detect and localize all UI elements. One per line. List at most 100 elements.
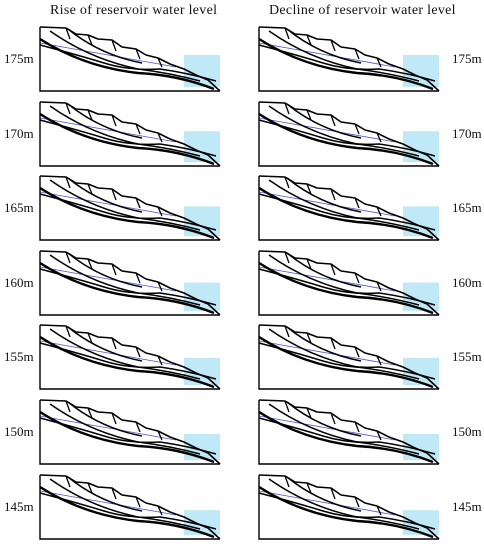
slip-surface	[258, 112, 434, 165]
slip-surface	[49, 254, 201, 306]
rise-level-label: 165m	[4, 200, 34, 216]
scarp-line	[330, 39, 336, 52]
scarp-line	[157, 430, 163, 441]
scarp-line	[376, 132, 382, 142]
slip-surface	[67, 103, 143, 139]
slip-surface	[39, 187, 215, 240]
decline-panel-150m	[257, 398, 440, 465]
scarp-line	[65, 475, 71, 487]
model-boundary	[39, 176, 220, 241]
scarp-line	[111, 114, 117, 126]
phreatic-line	[258, 117, 396, 142]
scarp-line	[157, 356, 163, 366]
scarp-line	[87, 333, 93, 344]
slip-surface	[67, 326, 143, 363]
rise-panel-170m	[38, 100, 221, 167]
slip-surface	[268, 254, 420, 306]
slip-surface	[286, 177, 362, 213]
slip-surface	[286, 28, 362, 64]
slip-surface	[268, 104, 420, 157]
decline-panel-160m	[257, 249, 440, 316]
model-boundary	[258, 101, 439, 167]
phreatic-line	[39, 42, 177, 68]
scarp-line	[376, 430, 382, 441]
decline-panel-165m	[257, 174, 440, 241]
slip-surface	[39, 112, 215, 165]
scarp-line	[135, 347, 141, 358]
scarp-line	[306, 183, 312, 195]
slip-surface	[39, 37, 215, 91]
slope-cross-section	[39, 175, 221, 241]
scarp-line	[111, 263, 117, 276]
slip-surface	[39, 336, 215, 389]
scarp-line	[284, 102, 290, 114]
rise-panel-160m	[38, 249, 221, 316]
scarp-line	[330, 338, 336, 350]
decline-panel-170m	[257, 100, 440, 167]
slip-surface	[39, 44, 217, 82]
decline-level-label: 150m	[452, 424, 482, 439]
slip-surface	[67, 476, 143, 512]
scarp-line	[330, 487, 336, 499]
phreatic-line	[258, 340, 396, 366]
decline-level-label: 175m	[452, 51, 482, 66]
model-boundary	[39, 101, 220, 167]
slip-surface	[67, 252, 143, 288]
scarp-line	[376, 57, 382, 68]
scarp-line	[157, 57, 163, 68]
slip-surface	[286, 326, 362, 363]
scarp-line	[354, 421, 360, 433]
scarp-line	[135, 123, 141, 134]
scarp-line	[135, 421, 141, 433]
scarp-line	[284, 251, 290, 264]
slip-surface	[258, 342, 436, 381]
scarp-line	[330, 114, 336, 126]
slip-surface	[39, 410, 215, 464]
slip-surface	[49, 30, 201, 82]
slope-cross-section	[39, 249, 221, 316]
slip-surface	[258, 261, 434, 314]
scarp-line	[111, 487, 117, 499]
slip-surface	[268, 477, 420, 530]
phreatic-line	[39, 340, 177, 366]
slip-surface	[268, 328, 420, 381]
slope-cross-section	[258, 249, 440, 316]
decline-panel-155m	[257, 323, 440, 391]
scarp-line	[306, 407, 312, 419]
model-boundary	[39, 250, 220, 316]
scarp-line	[354, 272, 360, 284]
rise-panel-145m	[38, 473, 221, 540]
slope-cross-section	[39, 26, 221, 92]
slip-surface	[286, 103, 362, 139]
slip-surface	[268, 30, 420, 82]
reservoir-water	[184, 282, 220, 311]
slip-surface	[49, 328, 201, 381]
slip-surface	[258, 417, 436, 455]
scarp-line	[284, 176, 290, 189]
scarp-line	[135, 48, 141, 60]
scarp-line	[284, 475, 290, 487]
scarp-line	[111, 338, 117, 350]
scarp-line	[306, 34, 312, 46]
scarp-line	[157, 206, 163, 217]
slip-surface	[258, 268, 436, 306]
rise-level-label: 170m	[4, 125, 34, 141]
slip-surface	[268, 403, 420, 455]
scarp-line	[354, 48, 360, 60]
phreatic-line	[258, 490, 396, 515]
model-boundary	[258, 176, 439, 241]
slip-surface	[258, 37, 434, 91]
phreatic-line	[258, 42, 396, 68]
model-boundary	[258, 27, 439, 92]
slope-cross-section	[258, 100, 440, 167]
scarp-line	[65, 102, 71, 114]
slip-surface	[49, 477, 201, 530]
scarp-line	[65, 251, 71, 264]
slip-surface	[258, 187, 434, 240]
rise-level-label: 160m	[4, 274, 34, 290]
scarp-line	[111, 412, 117, 425]
slip-surface	[39, 485, 215, 538]
slip-surface	[49, 179, 201, 231]
scarp-line	[284, 400, 290, 413]
scarp-line	[330, 188, 336, 201]
